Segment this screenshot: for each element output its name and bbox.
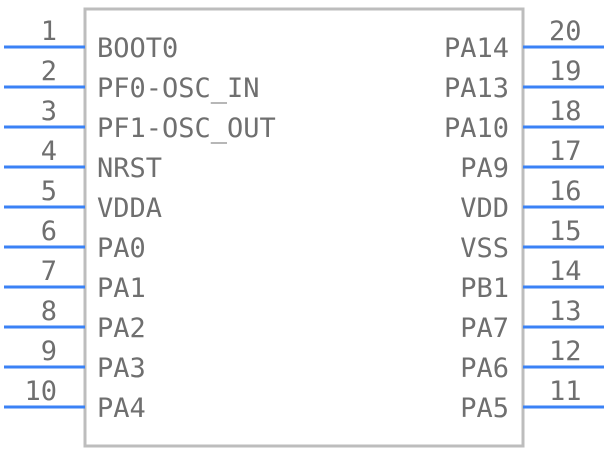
pin-13-number: 13 xyxy=(549,296,582,327)
pin-16: 16 VDD xyxy=(460,176,604,224)
pin-14-name: PB1 xyxy=(460,273,509,304)
pin-11: 11 PA5 xyxy=(460,376,604,424)
pin-9-number: 9 xyxy=(41,336,57,367)
pin-2: 2 PF0-OSC_IN xyxy=(4,56,260,104)
pin-10: 10 PA4 xyxy=(4,376,146,424)
pin-19: 19 PA13 xyxy=(444,56,604,104)
pin-17: 17 PA9 xyxy=(460,136,604,184)
pin-7: 7 PA1 xyxy=(4,256,146,304)
pin-12: 12 PA6 xyxy=(460,336,604,384)
pin-2-name: PF0-OSC_IN xyxy=(97,73,260,104)
pin-19-name: PA13 xyxy=(444,73,509,104)
pin-6-name: PA0 xyxy=(97,233,146,264)
pin-9-name: PA3 xyxy=(97,353,146,384)
pin-13: 13 PA7 xyxy=(460,296,604,344)
pin-8-number: 8 xyxy=(41,296,57,327)
pin-15-name: VSS xyxy=(460,233,509,264)
pin-17-name: PA9 xyxy=(460,153,509,184)
pin-1-name: BOOT0 xyxy=(97,33,178,64)
pin-6-number: 6 xyxy=(41,216,57,247)
pin-10-number: 10 xyxy=(24,376,57,407)
pin-15-number: 15 xyxy=(549,216,582,247)
pin-1-number: 1 xyxy=(41,16,57,47)
pin-7-number: 7 xyxy=(41,256,57,287)
pin-3-number: 3 xyxy=(41,96,57,127)
pin-6: 6 PA0 xyxy=(4,216,146,264)
pin-12-name: PA6 xyxy=(460,353,509,384)
pin-4-name: NRST xyxy=(97,153,162,184)
pin-8-name: PA2 xyxy=(97,313,146,344)
pin-20: 20 PA14 xyxy=(444,16,604,64)
pin-20-name: PA14 xyxy=(444,33,509,64)
pin-13-name: PA7 xyxy=(460,313,509,344)
pin-10-name: PA4 xyxy=(97,393,146,424)
pin-11-number: 11 xyxy=(549,376,582,407)
pin-2-number: 2 xyxy=(41,56,57,87)
pin-5-name: VDDA xyxy=(97,193,162,224)
pin-4: 4 NRST xyxy=(4,136,162,184)
pin-20-number: 20 xyxy=(549,16,582,47)
pin-5: 5 VDDA xyxy=(4,176,162,224)
pin-8: 8 PA2 xyxy=(4,296,146,344)
pin-1: 1 BOOT0 xyxy=(4,16,178,64)
left-pin-group: 1BOOT02PF0-OSC_IN3PF1-OSC_OUT4NRST5VDDA6… xyxy=(4,16,276,424)
ic-body-outline xyxy=(83,7,525,448)
pin-14-number: 14 xyxy=(549,256,582,287)
pin-18-name: PA10 xyxy=(444,113,509,144)
pin-9: 9 PA3 xyxy=(4,336,146,384)
pin-17-number: 17 xyxy=(549,136,582,167)
pin-11-name: PA5 xyxy=(460,393,509,424)
pin-16-number: 16 xyxy=(549,176,582,207)
pin-12-number: 12 xyxy=(549,336,582,367)
pin-18-number: 18 xyxy=(549,96,582,127)
pin-14: 14 PB1 xyxy=(460,256,604,304)
pin-5-number: 5 xyxy=(41,176,57,207)
pin-3-name: PF1-OSC_OUT xyxy=(97,113,276,144)
pin-18: 18 PA10 xyxy=(444,96,604,144)
pin-15: 15 VSS xyxy=(460,216,604,264)
right-pin-group: 20PA1419PA1318PA1017PA916VDD15VSS14PB113… xyxy=(444,16,604,424)
pin-19-number: 19 xyxy=(549,56,582,87)
pin-3: 3 PF1-OSC_OUT xyxy=(4,96,276,144)
pin-7-name: PA1 xyxy=(97,273,146,304)
pin-4-number: 4 xyxy=(41,136,57,167)
pin-16-name: VDD xyxy=(460,193,509,224)
